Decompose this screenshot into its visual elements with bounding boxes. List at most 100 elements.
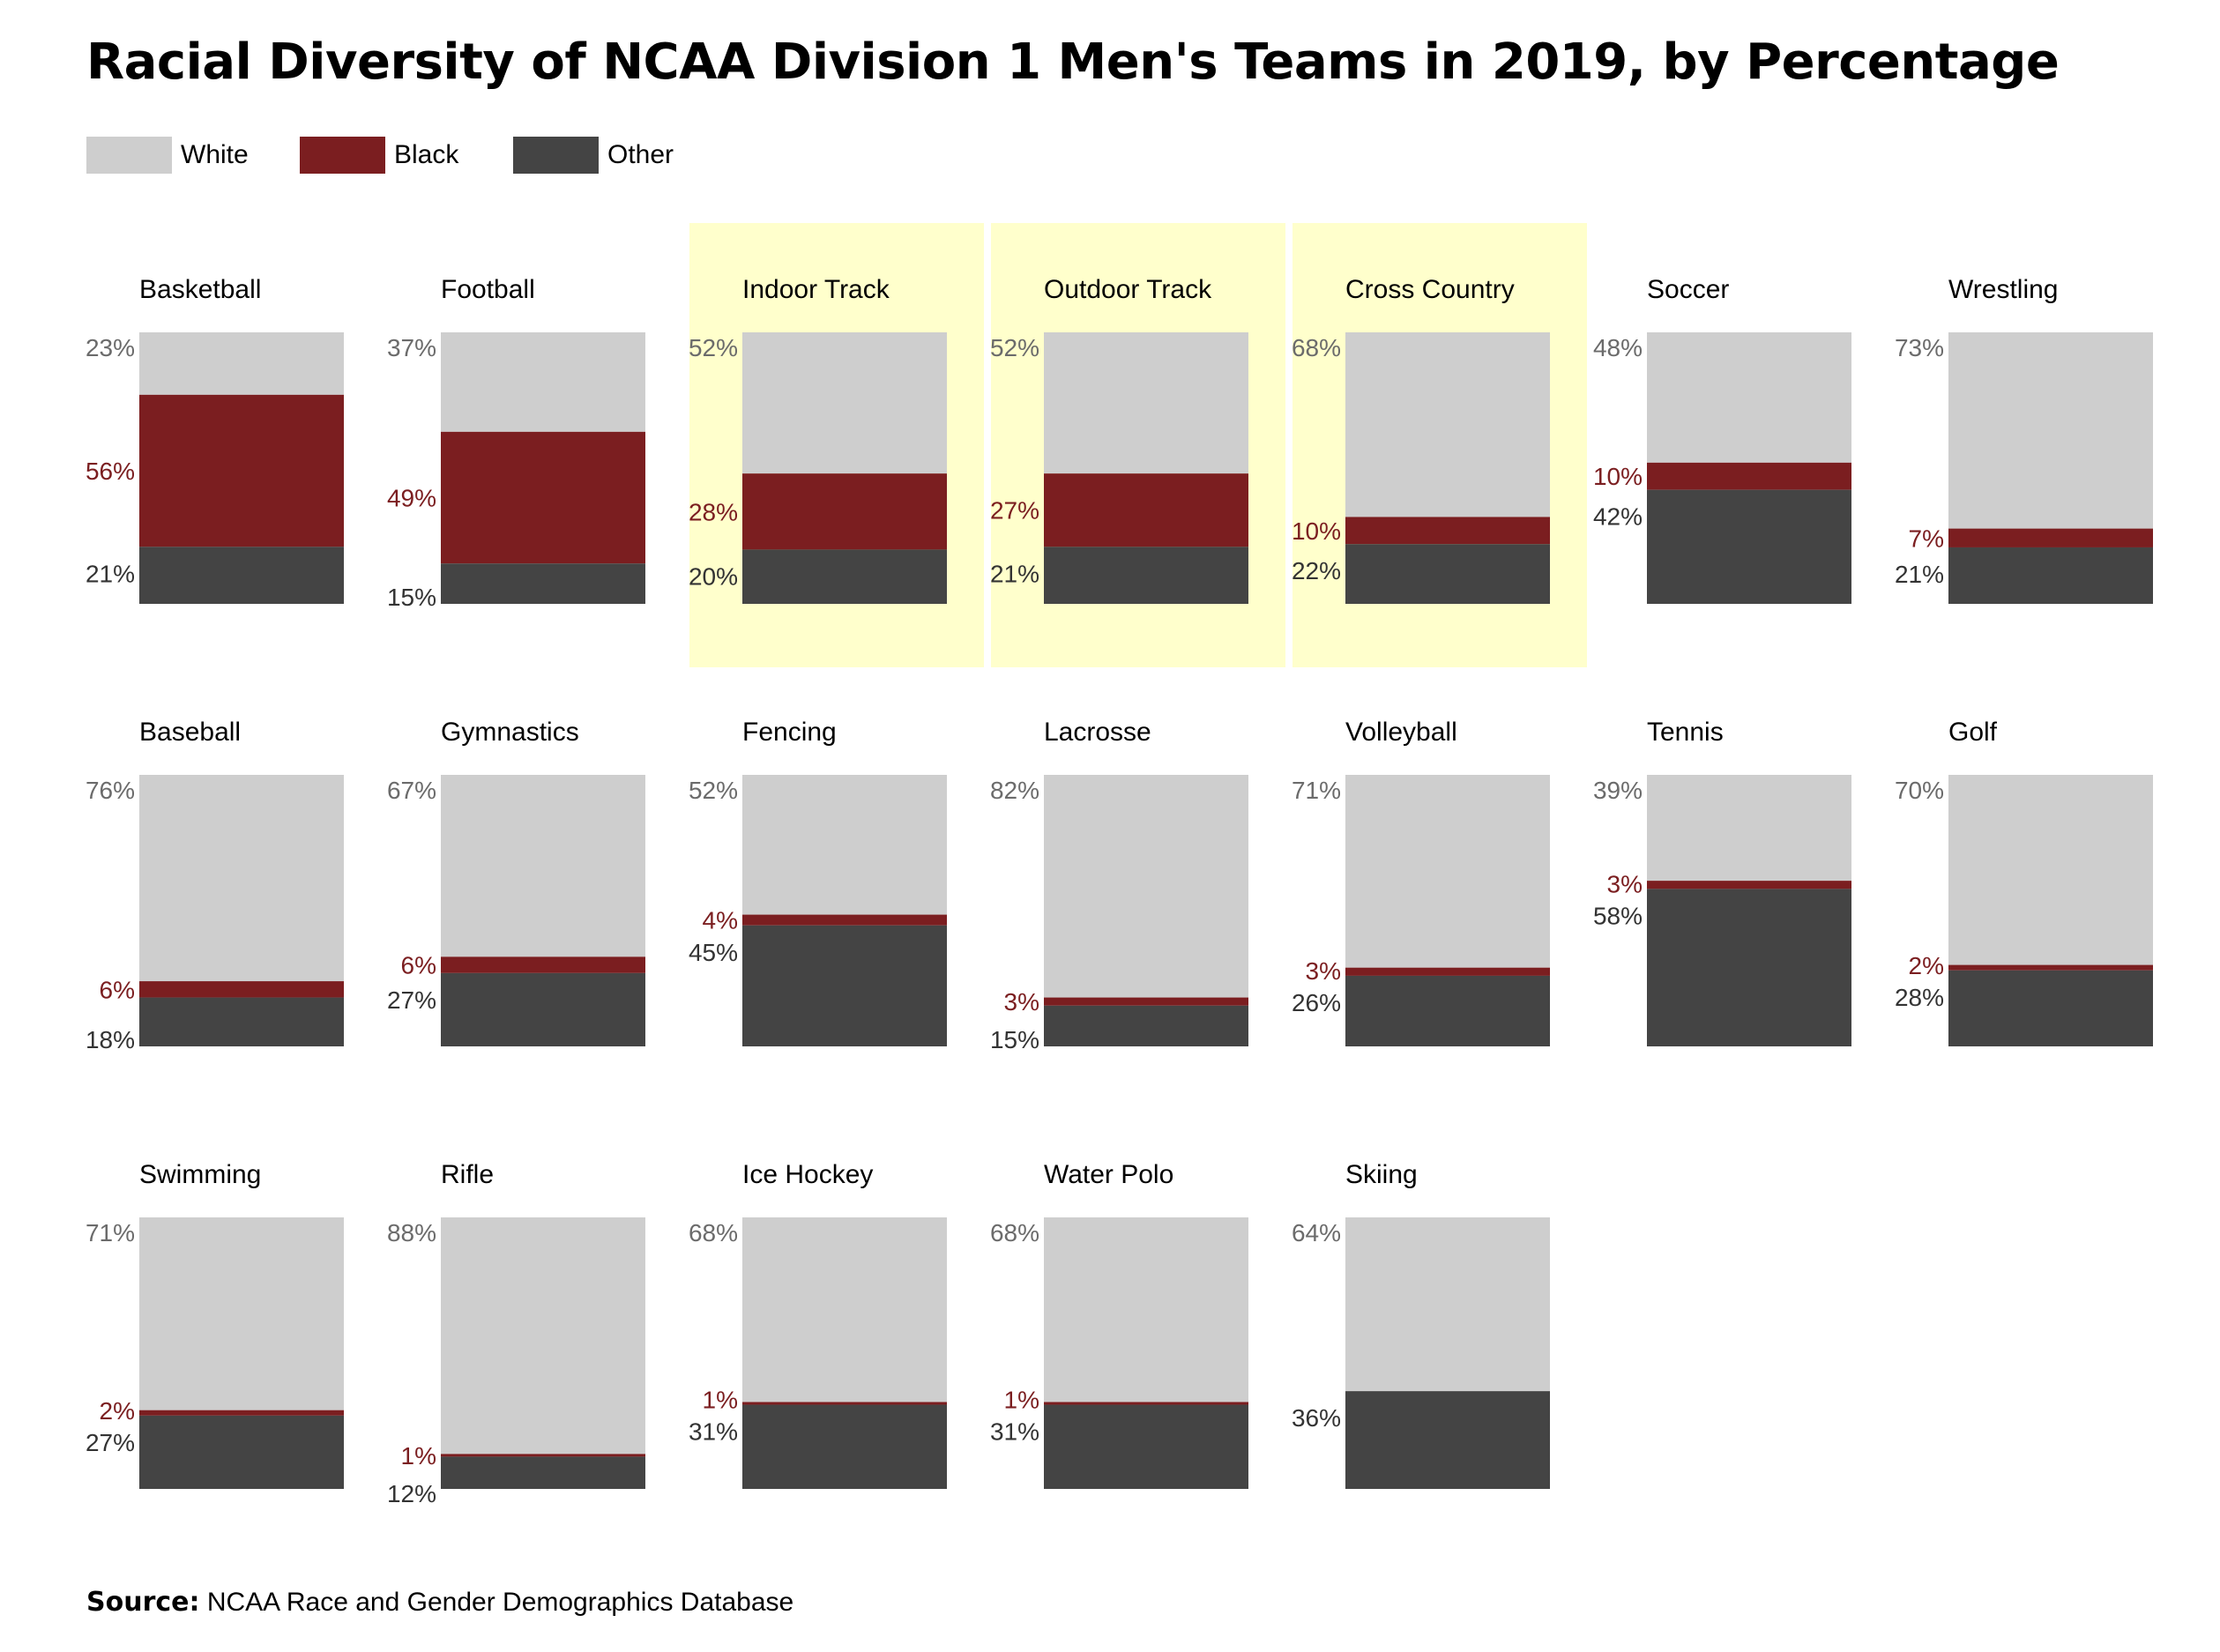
bar-black [1647,881,1851,889]
value-label-other: 58% [1593,902,1643,929]
source-label: Source: [86,1587,200,1618]
legend-label-white: White [181,140,249,169]
sport-title: Baseball [139,718,241,747]
bar-other [1044,1005,1248,1046]
bar-black [1044,473,1248,547]
legend-item-other: Other [513,137,674,174]
sport-title: Outdoor Track [1044,275,1212,304]
bar-black [1345,517,1550,545]
source-note: Source: NCAA Race and Gender Demographic… [86,1587,793,1618]
legend-swatch-white [86,137,172,174]
value-label-white: 82% [990,777,1039,804]
bar-other [139,997,344,1046]
bar-other [742,1404,947,1489]
value-label-other: 31% [990,1418,1039,1446]
bar-other [1948,547,2153,604]
bar-white [1044,332,1248,474]
legend-item-black: Black [300,137,458,174]
sport-title: Rifle [441,1160,494,1189]
bar-other [139,547,344,604]
panel-baseball: Baseball 76% 6% 18% [86,718,344,1053]
value-label-other: 27% [387,986,436,1014]
bar-black [139,981,344,998]
value-label-other: 45% [689,939,738,966]
value-label-black: 2% [100,1397,135,1425]
bar-other [441,972,645,1046]
panel-outdoor-track: Outdoor Track 52% 27% 21% [990,223,1285,667]
bar-black [1044,997,1248,1006]
bar-black [1948,964,2153,971]
value-label-other: 36% [1292,1404,1341,1432]
legend-label-black: Black [394,140,459,169]
sport-title: Indoor Track [742,275,890,304]
legend-swatch-black [300,137,385,174]
value-label-white: 37% [387,334,436,361]
sport-title: Basketball [139,275,261,304]
bar-white [139,332,344,395]
value-label-white: 73% [1895,334,1944,361]
sport-title: Volleyball [1345,718,1457,747]
sport-title: Lacrosse [1044,718,1151,747]
panel-swimming: Swimming 71% 2% 27% [86,1160,344,1489]
value-label-other: 21% [86,560,135,587]
value-label-black: 3% [1607,870,1643,897]
panel-indoor-track: Indoor Track 52% 28% 20% [689,223,984,667]
panel-rifle: Rifle 88% 1% 12% [387,1160,645,1507]
value-label-black: 2% [1909,952,1944,979]
bar-white [441,332,645,432]
panel-fencing: Fencing 52% 4% 45% [689,718,947,1046]
bar-black [1345,967,1550,976]
value-label-black: 10% [1593,463,1643,490]
bar-white [1044,1217,1248,1403]
value-label-black: 4% [703,907,738,934]
panel-wrestling: Wrestling 73% 7% 21% [1895,275,2153,604]
value-label-other: 15% [990,1026,1039,1053]
value-label-white: 70% [1895,777,1944,804]
source-text: NCAA Race and Gender Demographics Databa… [206,1588,794,1617]
panel-skiing: Skiing 64% 36% [1292,1160,1550,1489]
bar-white [139,1217,344,1410]
value-label-other: 28% [1895,984,1944,1011]
bar-white [1647,332,1851,463]
value-label-black: 3% [1306,957,1341,985]
value-label-white: 64% [1292,1219,1341,1246]
value-label-white: 71% [1292,777,1341,804]
sport-title: Swimming [139,1160,261,1189]
value-label-black: 1% [401,1442,436,1470]
bar-white [1948,332,2153,529]
bar-other [1044,1404,1248,1489]
value-label-white: 23% [86,334,135,361]
sport-title: Tennis [1647,718,1724,747]
sport-title: Ice Hockey [742,1160,873,1189]
value-label-other: 12% [387,1480,436,1507]
bar-white [1345,1217,1550,1392]
value-label-other: 42% [1593,503,1643,531]
value-label-white: 67% [387,777,436,804]
bar-black [139,394,344,547]
sport-title: Wrestling [1948,275,2058,304]
legend-swatch-other [513,137,599,174]
value-label-black: 3% [1004,988,1039,1016]
value-label-black: 10% [1292,517,1341,545]
value-label-other: 15% [387,584,436,611]
value-label-black: 49% [387,485,436,512]
value-label-white: 71% [86,1219,135,1246]
bar-black [742,473,947,550]
value-label-black: 7% [1909,525,1944,552]
bar-black [1044,1402,1248,1405]
sport-title: Golf [1948,718,1998,747]
bar-white [1948,775,2153,965]
panel-cross-country: Cross Country 68% 10% 22% [1292,223,1587,667]
bar-other [441,1456,645,1489]
value-label-other: 21% [990,560,1039,587]
panel-water-polo: Water Polo 68% 1% 31% [990,1160,1248,1489]
bar-white [1044,775,1248,998]
bar-other [1948,970,2153,1046]
panel-soccer: Soccer 48% 10% 42% [1593,275,1851,604]
bar-other [1345,544,1550,604]
value-label-other: 27% [86,1429,135,1456]
bar-white [441,775,645,957]
value-label-black: 1% [703,1387,738,1414]
bar-other [1044,547,1248,604]
